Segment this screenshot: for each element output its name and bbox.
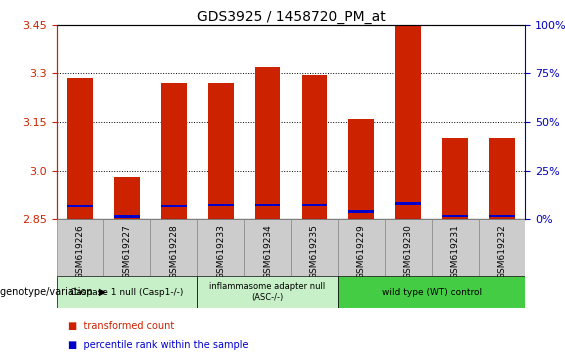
Text: genotype/variation  ▶: genotype/variation ▶: [0, 287, 106, 297]
Text: GSM619230: GSM619230: [404, 224, 412, 279]
Bar: [56, 219, 103, 276]
Bar: [302, 75, 327, 219]
Bar: [349, 119, 374, 219]
Bar: [302, 204, 327, 206]
Text: wild type (WT) control: wild type (WT) control: [381, 287, 482, 297]
Text: GSM619235: GSM619235: [310, 224, 319, 279]
Text: ■  transformed count: ■ transformed count: [68, 321, 174, 331]
Text: GSM619229: GSM619229: [357, 224, 366, 279]
Bar: [442, 215, 468, 217]
Bar: [385, 219, 432, 276]
Bar: [208, 204, 233, 206]
Bar: [396, 25, 421, 219]
Bar: [255, 204, 280, 206]
Bar: [349, 210, 374, 213]
Bar: [338, 219, 385, 276]
Text: GSM619231: GSM619231: [451, 224, 459, 279]
Bar: [150, 219, 197, 276]
Bar: [103, 219, 150, 276]
Text: GSM619232: GSM619232: [498, 224, 506, 279]
Bar: [244, 219, 291, 276]
Bar: [161, 83, 186, 219]
Title: GDS3925 / 1458720_PM_at: GDS3925 / 1458720_PM_at: [197, 10, 385, 24]
Text: ■  percentile rank within the sample: ■ percentile rank within the sample: [68, 341, 248, 350]
Text: GSM619226: GSM619226: [76, 224, 84, 279]
Bar: [197, 219, 244, 276]
Bar: [208, 83, 233, 219]
Bar: [479, 219, 525, 276]
Bar: [396, 202, 421, 205]
Bar: [432, 219, 479, 276]
Bar: [255, 67, 280, 219]
Text: GSM619228: GSM619228: [170, 224, 178, 279]
Bar: [442, 138, 468, 219]
Text: GSM619233: GSM619233: [216, 224, 225, 279]
Bar: [67, 78, 93, 219]
Bar: [338, 276, 525, 308]
Text: GSM619234: GSM619234: [263, 224, 272, 279]
Text: Caspase 1 null (Casp1-/-): Caspase 1 null (Casp1-/-): [70, 287, 184, 297]
Bar: [489, 215, 515, 217]
Bar: [161, 205, 186, 207]
Bar: [56, 276, 197, 308]
Bar: [291, 219, 338, 276]
Bar: [67, 205, 93, 207]
Bar: [114, 177, 140, 219]
Bar: [489, 138, 515, 219]
Bar: [197, 276, 338, 308]
Text: inflammasome adapter null
(ASC-/-): inflammasome adapter null (ASC-/-): [210, 282, 325, 302]
Text: GSM619227: GSM619227: [123, 224, 131, 279]
Bar: [114, 215, 140, 218]
